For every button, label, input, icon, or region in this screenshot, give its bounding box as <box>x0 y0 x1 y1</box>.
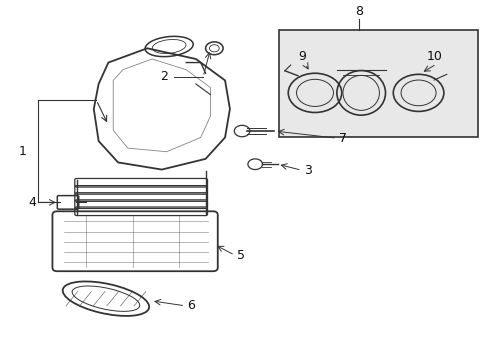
Text: 5: 5 <box>237 249 244 262</box>
Text: 9: 9 <box>297 50 305 63</box>
Text: 10: 10 <box>427 50 442 63</box>
FancyBboxPatch shape <box>278 31 477 138</box>
Text: 2: 2 <box>160 70 167 83</box>
Text: 3: 3 <box>303 164 311 177</box>
Text: 6: 6 <box>187 299 195 312</box>
Text: 1: 1 <box>19 144 26 158</box>
Text: 8: 8 <box>354 5 362 18</box>
Text: 4: 4 <box>28 196 36 209</box>
Text: 7: 7 <box>339 132 346 145</box>
